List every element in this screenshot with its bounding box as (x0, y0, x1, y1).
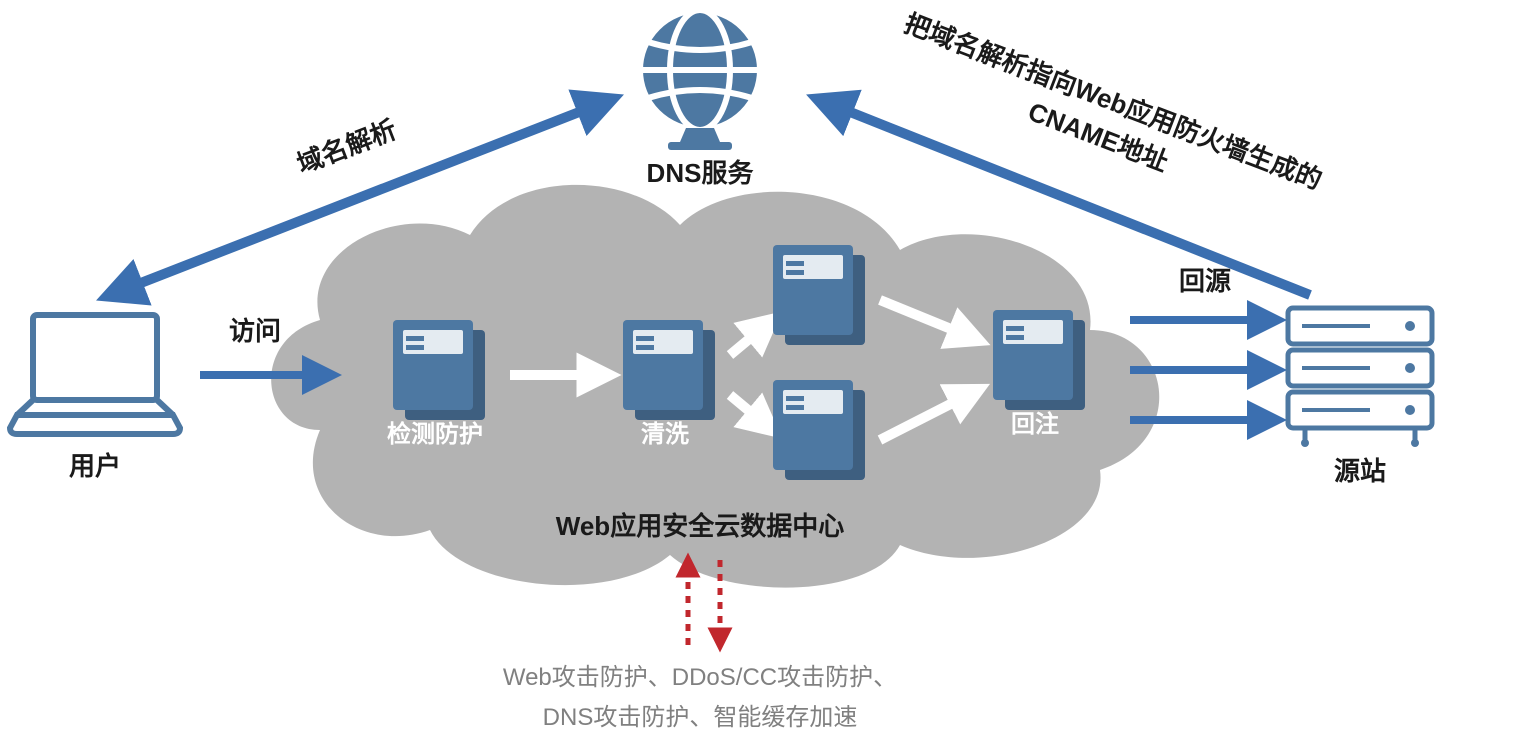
cloud-server-clean-bot (773, 380, 865, 480)
cloud-server-detect-label: 检测防护 (387, 420, 483, 448)
globe-icon (640, 10, 760, 150)
laptop-icon (10, 315, 180, 434)
edge-cloud-origin-label: 回源 (1179, 266, 1231, 296)
cloud-title: Web应用安全云数据中心 (556, 511, 844, 541)
cloud-server-detect: 检测防护 (387, 320, 485, 448)
cloud-server-clean-label: 清洗 (641, 421, 689, 448)
edge-user-dns-label: 域名解析 (293, 114, 401, 179)
dns-node: DNS服务 (640, 10, 760, 188)
edge-user-cloud-label: 访问 (229, 316, 281, 346)
cloud-server-clean-top (773, 245, 865, 345)
footer-line1: Web攻击防护、DDoS/CC攻击防护、 (503, 664, 897, 691)
footer-line2: DNS攻击防护、智能缓存加速 (543, 704, 858, 731)
dns-label: DNS服务 (647, 158, 754, 188)
origin-node: 源站 (1288, 308, 1432, 486)
user-node: 用户 (10, 315, 180, 481)
cloud-server-reinj-label: 回注 (1011, 410, 1059, 438)
origin-label: 源站 (1334, 456, 1386, 486)
edge-origin-dns-label1: 把域名解析指向Web应用防火墙生成的 (900, 8, 1326, 195)
server-stack-icon (1288, 308, 1432, 447)
user-label: 用户 (69, 451, 121, 481)
